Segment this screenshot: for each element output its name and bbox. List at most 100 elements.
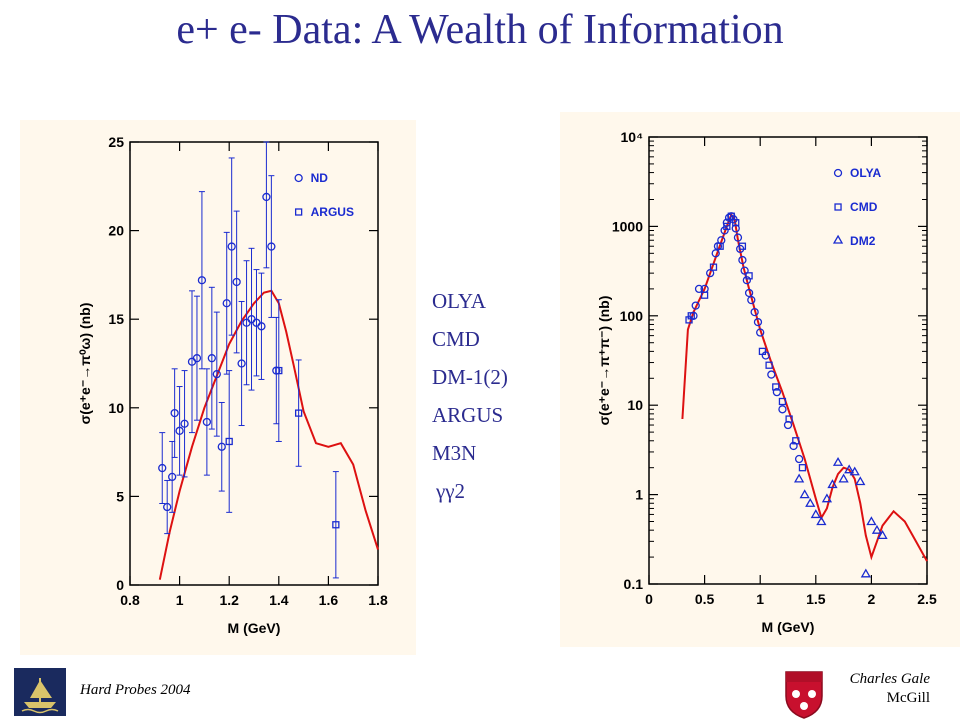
experiment-item: γγ2 — [436, 479, 466, 503]
data-point-cmd — [727, 212, 735, 220]
chart-pi-pi: 0 0.5 1 1.5 2 2.5 0.1 1 10 100 1000 10⁴ M (GeV) σ(e⁺e… — [596, 129, 937, 635]
data-point-olya — [740, 266, 749, 275]
data-point-olya — [720, 226, 729, 235]
data-point-olya — [789, 441, 798, 451]
legend-marker — [834, 203, 842, 211]
legend-label: DM2 — [850, 234, 876, 248]
data-point-dm2 — [860, 568, 871, 578]
conference-label: Hard Probes 2004 — [80, 682, 191, 698]
x-tick-label: 1 — [756, 591, 764, 607]
legend-marker — [294, 173, 303, 183]
legend-label: ARGUS — [311, 205, 354, 219]
x-tick-label: 0.8 — [120, 592, 140, 608]
data-point-olya — [722, 218, 731, 227]
x-tick-label: 2 — [868, 591, 876, 607]
theory-curve — [681, 212, 928, 562]
experiment-item: M3N — [432, 441, 477, 465]
data-point-dm2 — [849, 466, 860, 476]
x-tick-label: 0 — [645, 591, 653, 607]
data-point-dm2 — [844, 464, 855, 474]
x-tick-label: 1 — [176, 592, 184, 608]
crest-icon — [785, 671, 823, 719]
theory-curve — [158, 289, 379, 580]
data-point-nd — [262, 192, 271, 202]
plot-frame — [129, 141, 379, 586]
data-point-nd — [217, 442, 226, 451]
data-point-dm2 — [866, 516, 877, 526]
y-tick-label: 10 — [627, 397, 643, 413]
data-point-argus — [294, 409, 303, 417]
data-point-olya — [694, 284, 704, 294]
institution-name: McGill — [886, 690, 930, 706]
x-tick-label: 1.4 — [269, 592, 289, 608]
legend-label: OLYA — [850, 166, 881, 180]
data-point-cmd — [745, 272, 753, 280]
data-point-nd — [222, 299, 231, 308]
data-point-olya — [772, 387, 782, 397]
data-point-nd — [197, 276, 207, 285]
data-point-cmd — [765, 361, 773, 369]
data-point-nd — [237, 359, 246, 368]
y-tick-label: 10⁴ — [621, 129, 644, 145]
data-point-nd — [212, 369, 221, 379]
y-tick-label: 15 — [108, 311, 124, 327]
data-point-olya — [742, 276, 752, 285]
x-tick-label: 1.8 — [368, 592, 388, 608]
data-point-cmd — [792, 437, 800, 445]
data-point-olya — [724, 213, 734, 222]
data-point-cmd — [758, 347, 767, 356]
data-point-cmd — [685, 316, 693, 324]
data-point-argus — [275, 366, 283, 375]
data-point-olya — [711, 249, 720, 258]
data-point-olya — [778, 405, 787, 414]
data-point-dm2 — [805, 497, 816, 507]
data-point-olya — [794, 454, 804, 464]
experiment-item: DM-1(2) — [432, 365, 508, 389]
data-point-dm2 — [855, 476, 866, 486]
experiment-list: OLYA CMD DM-1(2) ARGUS M3N γγ2 — [432, 288, 508, 516]
data-point-nd — [168, 472, 177, 482]
ship-icon — [21, 678, 59, 714]
author-block: Charles Gale McGill — [800, 670, 930, 708]
y-tick-label: 0 — [116, 577, 124, 593]
data-point-dm2 — [871, 524, 883, 534]
data-point-dm2 — [793, 473, 805, 483]
university-crest — [782, 668, 826, 720]
data-point-olya — [691, 301, 700, 310]
y-tick-label: 1000 — [612, 218, 643, 234]
chart-omega-pi-panel: 0.8 1 1.2 1.4 1.6 1.8 0 5 10 15 20 25 M (GeV) σ(e⁺e⁻→… — [20, 120, 416, 655]
data-point-nd — [267, 242, 276, 251]
slide-title: e+ e- Data: A Wealth of Information — [176, 7, 784, 53]
data-point-cmd — [798, 464, 807, 472]
x-tick-label: 1.5 — [806, 591, 826, 607]
data-point-cmd — [723, 222, 731, 231]
data-point-cmd — [778, 397, 787, 406]
data-point-olya — [756, 328, 765, 337]
conference-logo — [14, 668, 66, 716]
data-point-cmd — [716, 242, 724, 250]
chart-omega-pi: 0.8 1 1.2 1.4 1.6 1.8 0 5 10 15 20 25 M (GeV) σ(e⁺e⁻→… — [77, 134, 388, 636]
data-point-olya — [767, 370, 776, 379]
data-point-nd — [202, 417, 212, 427]
y-axis-label: σ(e⁺e⁻→π⁺π⁻) (nb) — [596, 296, 612, 426]
data-point-nd — [192, 354, 202, 363]
data-point-nd — [158, 463, 167, 473]
data-point-cmd — [732, 219, 740, 227]
data-point-olya — [733, 233, 743, 242]
author-name: Charles Gale — [849, 671, 930, 687]
x-tick-label: 0.5 — [695, 591, 715, 607]
data-point-nd — [180, 419, 189, 428]
data-point-olya — [747, 295, 756, 305]
data-point-dm2 — [877, 530, 888, 540]
data-point-olya — [750, 307, 759, 317]
x-axis-label: M (GeV) — [762, 619, 815, 635]
data-point-dm2 — [816, 516, 827, 526]
data-point-dm2 — [810, 509, 821, 519]
y-tick-label: 5 — [116, 488, 124, 504]
data-point-dm2 — [832, 456, 844, 466]
data-point-nd — [175, 426, 184, 435]
legend-marker — [832, 234, 844, 244]
x-axis-label: M (GeV) — [228, 620, 281, 636]
y-axis-label: σ(e⁺e⁻→π⁰ω) (nb) — [77, 303, 93, 425]
y-tick-label: 0.1 — [624, 576, 644, 592]
